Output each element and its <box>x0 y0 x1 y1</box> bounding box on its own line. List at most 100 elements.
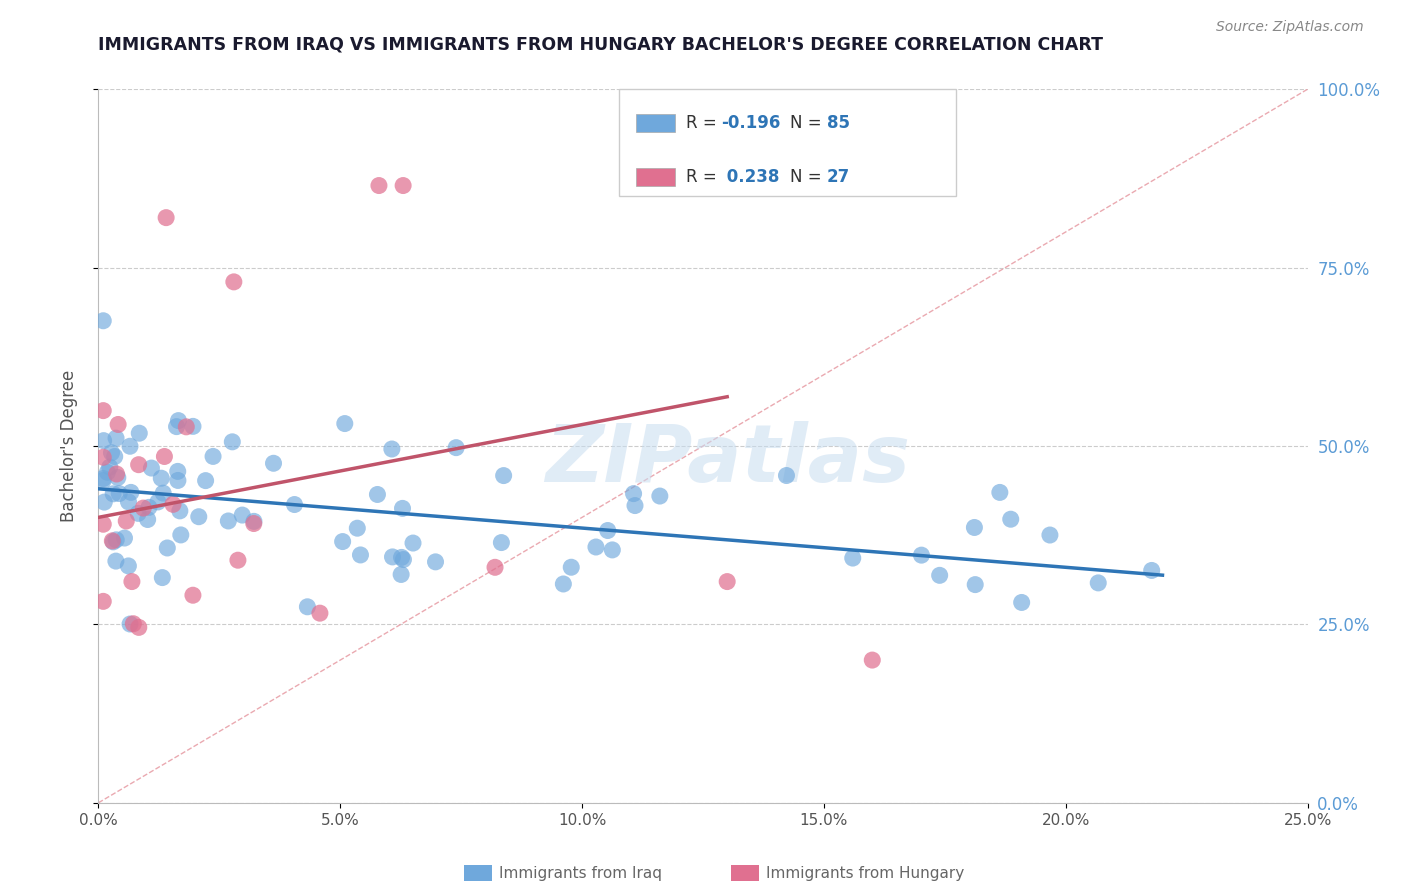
Point <box>309 606 332 620</box>
Point <box>263 456 285 470</box>
Point <box>93 434 115 448</box>
Point <box>103 487 125 501</box>
Point <box>297 599 319 614</box>
Point <box>132 501 155 516</box>
Point <box>103 534 125 549</box>
Point <box>121 574 143 589</box>
Text: 0.238: 0.238 <box>721 168 780 186</box>
Point <box>141 461 163 475</box>
Point <box>117 495 139 509</box>
Point <box>174 420 197 434</box>
Point <box>283 498 305 512</box>
Point <box>425 555 447 569</box>
Point <box>392 178 415 193</box>
Point <box>1000 512 1022 526</box>
Point <box>98 460 121 475</box>
Point <box>492 468 515 483</box>
Point <box>368 178 391 193</box>
Point <box>596 524 619 538</box>
Point <box>231 508 253 522</box>
Point <box>156 541 179 555</box>
Text: R =: R = <box>686 168 723 186</box>
Text: N =: N = <box>790 114 827 132</box>
Point <box>167 414 190 428</box>
Point <box>1140 564 1163 578</box>
Text: Source: ZipAtlas.com: Source: ZipAtlas.com <box>1216 21 1364 34</box>
Point <box>162 497 184 511</box>
Point <box>166 419 188 434</box>
Point <box>169 504 191 518</box>
Text: -0.196: -0.196 <box>721 114 780 132</box>
Point <box>553 577 575 591</box>
Point <box>585 540 607 554</box>
Point <box>491 535 513 549</box>
Point <box>155 211 177 225</box>
Point <box>150 471 173 485</box>
Point <box>114 531 136 545</box>
Point <box>194 474 217 488</box>
Point <box>910 548 932 562</box>
Point <box>152 486 174 500</box>
Point <box>91 403 114 417</box>
Point <box>222 275 245 289</box>
Point <box>392 552 415 566</box>
Point <box>166 464 188 478</box>
Point <box>391 501 413 516</box>
Point <box>91 517 114 532</box>
Point <box>107 470 129 484</box>
Text: ZIPatlas: ZIPatlas <box>544 421 910 500</box>
Point <box>170 528 193 542</box>
Point <box>181 419 204 434</box>
Point <box>381 442 404 456</box>
Point <box>136 512 159 526</box>
Point <box>118 439 141 453</box>
Point <box>91 474 114 488</box>
Point <box>963 520 986 534</box>
Point <box>101 533 124 548</box>
Point <box>187 509 209 524</box>
Point <box>105 431 128 445</box>
Point <box>484 560 506 574</box>
Point <box>104 450 127 464</box>
Point <box>115 514 138 528</box>
Point <box>104 554 127 568</box>
Point <box>150 571 173 585</box>
Point <box>965 577 987 591</box>
Point <box>100 446 122 460</box>
Point <box>117 558 139 573</box>
Point <box>842 551 865 566</box>
Point <box>105 467 128 481</box>
Point <box>860 653 883 667</box>
Point <box>1011 595 1033 609</box>
Point <box>146 495 169 509</box>
Point <box>381 549 404 564</box>
Point <box>202 450 225 464</box>
Text: N =: N = <box>790 168 827 186</box>
Point <box>623 486 645 500</box>
Point <box>716 574 738 589</box>
Point <box>602 542 624 557</box>
Point <box>127 507 149 521</box>
Point <box>1039 528 1062 542</box>
Point <box>1087 575 1109 590</box>
Point <box>624 499 647 513</box>
Point <box>138 500 160 515</box>
Point <box>96 465 118 479</box>
Text: 27: 27 <box>827 168 851 186</box>
Point <box>332 534 354 549</box>
Point <box>366 487 388 501</box>
Point <box>333 417 356 431</box>
Point <box>181 588 204 602</box>
Point <box>775 468 797 483</box>
Point <box>122 616 145 631</box>
Point <box>221 434 243 449</box>
Point <box>560 560 582 574</box>
Point <box>217 514 239 528</box>
Point <box>349 548 371 562</box>
Text: Immigrants from Iraq: Immigrants from Iraq <box>499 866 662 880</box>
Point <box>91 594 114 608</box>
Point <box>648 489 671 503</box>
Point <box>91 450 114 465</box>
Point <box>105 533 128 547</box>
Point <box>128 620 150 634</box>
